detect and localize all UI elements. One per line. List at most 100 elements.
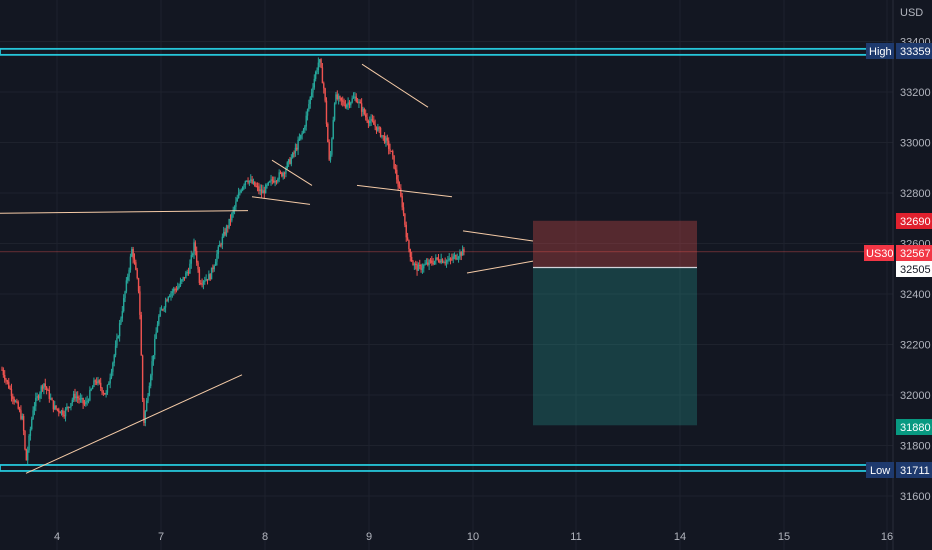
candle-body xyxy=(181,279,183,282)
candle-body xyxy=(26,450,29,461)
candle-body xyxy=(6,380,9,382)
candle-body xyxy=(21,416,23,419)
candle-body xyxy=(423,264,425,269)
candle-body xyxy=(10,388,13,397)
candle-body xyxy=(214,261,217,266)
candle-body xyxy=(33,406,36,411)
candle-body xyxy=(244,181,247,186)
candle-body xyxy=(200,282,202,284)
candle-body xyxy=(55,405,57,409)
candle-body xyxy=(78,398,80,400)
high-tag-value: 33359 xyxy=(900,46,931,58)
candle-body xyxy=(323,83,325,89)
flag-upper-line xyxy=(271,159,313,186)
candle-body xyxy=(144,411,147,423)
candle-body xyxy=(5,379,7,381)
candle-body xyxy=(457,257,460,259)
candle-body xyxy=(247,180,249,183)
trendline-drawings xyxy=(0,63,534,474)
candle-body xyxy=(312,87,314,93)
candle-body xyxy=(424,264,426,266)
candle-body xyxy=(177,287,179,291)
candle-body xyxy=(463,249,465,253)
candle-body xyxy=(459,252,461,258)
candle-body xyxy=(183,277,186,279)
x-tick-label: 4 xyxy=(54,531,60,543)
candle-body xyxy=(98,380,101,383)
entry-tag-value: 32505 xyxy=(900,264,931,276)
candle-body xyxy=(278,172,280,180)
candle-body xyxy=(240,190,243,192)
candle-body xyxy=(112,362,114,372)
candle-body xyxy=(314,71,317,79)
candle-body xyxy=(140,314,142,356)
candle-body xyxy=(4,374,6,380)
candle-body xyxy=(373,121,375,125)
candle-body xyxy=(270,179,272,182)
candle-body xyxy=(335,94,337,104)
candle-body xyxy=(108,383,110,385)
candle-body xyxy=(229,218,232,221)
candle-body xyxy=(301,132,303,135)
candle-body xyxy=(377,127,379,131)
y-tick-label: 31800 xyxy=(900,441,931,453)
x-tick-label: 11 xyxy=(570,531,581,543)
candle-body xyxy=(293,152,295,154)
candle-body xyxy=(444,262,446,264)
candle-body xyxy=(208,274,210,281)
position-zones xyxy=(533,220,697,426)
candle-body xyxy=(359,101,361,104)
low-tag-value: 31711 xyxy=(900,465,930,477)
candle-body xyxy=(59,411,61,414)
candle-body xyxy=(421,268,424,270)
candle-body xyxy=(145,400,148,412)
candle-body xyxy=(435,257,437,261)
candle-body xyxy=(16,401,18,403)
candle-body xyxy=(148,385,151,396)
candle-body xyxy=(36,396,38,398)
candle-body xyxy=(321,67,324,84)
candle-body xyxy=(302,129,305,133)
candle-body xyxy=(156,324,159,333)
x-tick-label: 15 xyxy=(778,531,790,543)
candle-body xyxy=(236,198,238,202)
candle-body xyxy=(325,100,328,124)
x-tick-label: 8 xyxy=(262,531,268,543)
high-tag: High 33359 xyxy=(866,43,932,59)
candle-body xyxy=(271,179,274,181)
x-tick-label: 9 xyxy=(366,531,372,543)
candle-body xyxy=(228,218,230,228)
candle-body xyxy=(173,288,175,292)
candle-body xyxy=(25,449,28,461)
candle-body xyxy=(182,277,184,280)
candle-body xyxy=(201,283,203,285)
candle-body xyxy=(155,332,157,339)
candle-body xyxy=(13,398,15,402)
candle-body xyxy=(1,369,3,371)
candle-body xyxy=(296,147,298,150)
candle-body xyxy=(398,186,401,189)
candle-body xyxy=(356,101,359,103)
candle-body xyxy=(90,389,92,391)
candle-body xyxy=(167,296,169,301)
candle-body xyxy=(2,369,5,375)
candle-body xyxy=(251,179,253,184)
candle-body xyxy=(109,377,111,384)
candle-body xyxy=(347,102,349,105)
candle-body xyxy=(371,118,374,122)
candle-body xyxy=(409,249,412,257)
candle-body xyxy=(63,414,65,417)
candle-body xyxy=(49,398,52,400)
y-tick-label: 31600 xyxy=(900,491,931,503)
candle-body xyxy=(432,262,434,265)
candle-body xyxy=(328,142,330,160)
candle-body xyxy=(453,255,456,257)
candle-body xyxy=(283,172,286,174)
low-tag-label: Low xyxy=(870,465,890,477)
candlestick-series xyxy=(1,57,465,464)
candle-body xyxy=(362,108,364,112)
candle-body xyxy=(248,180,251,183)
candle-body xyxy=(162,309,164,311)
candle-body xyxy=(221,236,224,245)
